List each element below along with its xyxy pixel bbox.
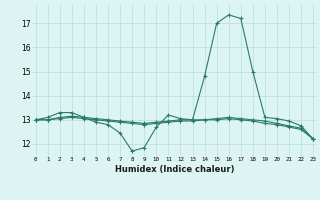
X-axis label: Humidex (Indice chaleur): Humidex (Indice chaleur) [115,165,234,174]
